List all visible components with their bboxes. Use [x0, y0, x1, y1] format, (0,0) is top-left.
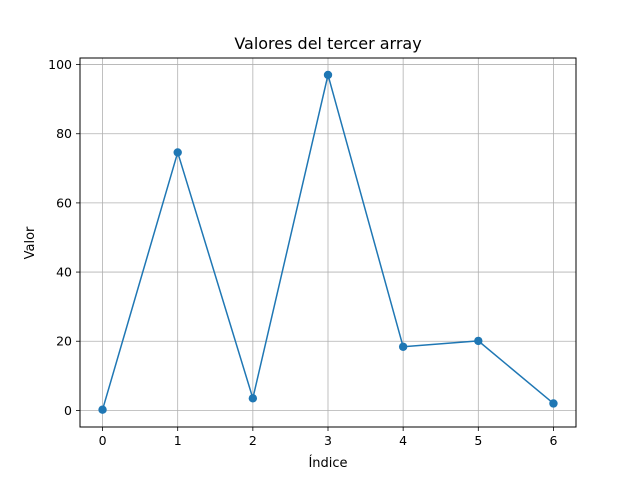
y-tick-label: 100	[48, 57, 72, 72]
x-axis-label: Índice	[308, 455, 347, 471]
x-tick-label: 2	[249, 433, 257, 448]
x-tick-label: 0	[99, 433, 107, 448]
x-tick-label: 3	[324, 433, 332, 448]
data-point	[323, 70, 333, 80]
data-point	[98, 405, 107, 414]
x-tick-label: 1	[174, 433, 182, 448]
data-point	[398, 342, 408, 351]
data-point	[474, 336, 483, 346]
x-tick-label: 5	[474, 433, 482, 448]
y-axis: 0 20 40 60 80 100	[48, 57, 80, 418]
data-point	[248, 394, 258, 403]
chart-title: Valores del tercer array	[234, 34, 421, 53]
y-tick-label: 40	[56, 265, 72, 280]
grid-lines	[80, 58, 576, 427]
y-tick-label: 60	[56, 195, 72, 210]
data-point	[549, 399, 558, 408]
x-tick-label: 6	[549, 433, 557, 448]
y-tick-label: 20	[56, 334, 72, 349]
x-axis: 0 1 2 3 4 5 6	[99, 427, 557, 448]
data-point	[173, 148, 182, 157]
y-tick-label: 80	[56, 126, 72, 141]
y-tick-label: 0	[64, 403, 72, 418]
series-layer	[98, 70, 558, 414]
x-tick-label: 4	[399, 433, 407, 448]
y-axis-label: Valor	[23, 226, 38, 259]
